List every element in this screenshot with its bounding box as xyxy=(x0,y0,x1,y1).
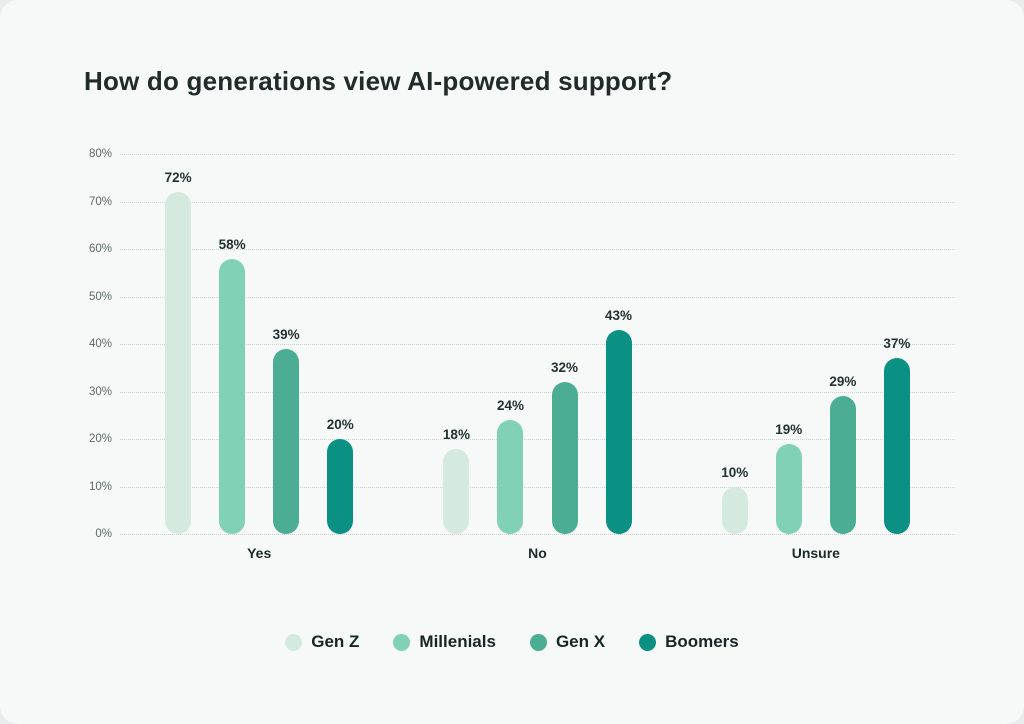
bar-row: 10% 19% 29% 37% xyxy=(721,154,910,534)
bar-gen-z xyxy=(443,448,470,534)
legend-label: Boomers xyxy=(665,632,739,651)
bar-wrapper: 39% xyxy=(273,154,300,534)
x-axis-category-label: Yes xyxy=(247,545,272,561)
bar-value-label: 10% xyxy=(721,464,749,480)
x-axis-category-label: No xyxy=(528,545,547,561)
bar-wrapper: 32% xyxy=(551,154,578,534)
bar-value-label: 43% xyxy=(605,307,633,323)
legend-item: Gen X xyxy=(529,632,606,652)
bar-wrapper: 43% xyxy=(605,154,632,534)
y-axis-tick-label: 80% xyxy=(88,148,112,160)
bar-value-label: 29% xyxy=(829,374,857,390)
y-axis-tick-label: 60% xyxy=(88,243,112,255)
x-axis-category-label: Unsure xyxy=(791,545,840,561)
y-axis-tick-label: 50% xyxy=(88,290,112,303)
bar-wrapper: 18% xyxy=(443,154,470,534)
legend-label: Gen X xyxy=(555,632,606,651)
gridline xyxy=(120,439,955,440)
bar-wrapper: 58% xyxy=(219,154,246,534)
bar-wrapper: 29% xyxy=(829,154,856,534)
bar-value-label: 72% xyxy=(164,170,192,185)
bar-value-label: 58% xyxy=(218,236,246,252)
bar-gen-x xyxy=(829,396,856,534)
legend-dot-icon xyxy=(285,633,303,651)
legend-dot-icon xyxy=(393,633,411,651)
bar-gen-x xyxy=(273,348,300,534)
legend-item: Boomers xyxy=(639,632,739,652)
bar-wrapper: 19% xyxy=(775,154,802,534)
bar-chart: 0% 10% 20% 30% 40% 50% 60% 70% 80% 72% 58% 39% 20% Ye… xyxy=(89,148,955,561)
gridline xyxy=(120,296,955,298)
bar-boomers xyxy=(327,439,354,534)
y-axis-tick-label: 40% xyxy=(88,338,112,350)
legend-label: Gen Z xyxy=(311,632,360,651)
gridline xyxy=(120,391,955,393)
legend-item: Gen Z xyxy=(285,632,359,652)
bar-wrapper: 20% xyxy=(327,154,354,534)
bar-millenials xyxy=(219,258,246,534)
y-axis-tick-label: 20% xyxy=(88,433,112,445)
legend-dot-icon xyxy=(639,633,657,651)
bar-group: 10% 19% 29% 37% Unsure xyxy=(677,154,955,561)
bar-value-label: 32% xyxy=(550,360,579,375)
bar-gen-z xyxy=(165,192,192,534)
bar-value-label: 37% xyxy=(883,336,911,352)
bar-gen-x xyxy=(551,382,578,534)
gridline xyxy=(120,534,955,535)
bar-gen-z xyxy=(721,486,748,534)
bar-wrapper: 24% xyxy=(497,154,524,534)
bar-value-label: 18% xyxy=(442,426,470,442)
y-axis-tick-label: 70% xyxy=(88,195,112,208)
bar-group: 72% 58% 39% 20% Yes xyxy=(120,154,398,561)
bar-value-label: 19% xyxy=(775,421,803,437)
bar-wrapper: 10% xyxy=(721,154,748,534)
bar-boomers xyxy=(883,358,910,534)
bar-row: 18% 24% 32% 43% xyxy=(443,154,632,534)
gridline xyxy=(120,201,955,203)
y-axis-tick-label: 0% xyxy=(95,528,112,540)
bar-value-label: 20% xyxy=(326,417,354,432)
bar-group: 18% 24% 32% 43% No xyxy=(398,154,676,561)
gridline xyxy=(120,486,955,488)
legend-dot-icon xyxy=(529,633,547,651)
gridline xyxy=(120,154,955,155)
bar-millenials xyxy=(775,443,802,534)
bar-value-label: 24% xyxy=(496,398,524,413)
bar-row: 72% 58% 39% 20% xyxy=(165,154,354,534)
gridline xyxy=(120,249,955,250)
bar-value-label: 39% xyxy=(272,326,300,342)
bar-wrapper: 37% xyxy=(883,154,910,534)
legend-item: Millenials xyxy=(393,632,496,652)
bar-millenials xyxy=(497,420,524,534)
legend: Gen Z Millenials Gen X Boomers xyxy=(0,632,1024,652)
bar-boomers xyxy=(605,329,632,534)
y-axis-tick-label: 10% xyxy=(88,480,112,493)
chart-title: How do generations view AI-powered suppo… xyxy=(84,66,673,96)
y-axis-tick-label: 30% xyxy=(88,385,112,398)
bar-wrapper: 72% xyxy=(165,154,192,534)
bar-groups: 72% 58% 39% 20% Yes 18% 24% 32% 43% No 10% 19% 29% 37… xyxy=(120,154,955,561)
gridline xyxy=(120,344,955,345)
legend-label: Millenials xyxy=(419,632,496,651)
